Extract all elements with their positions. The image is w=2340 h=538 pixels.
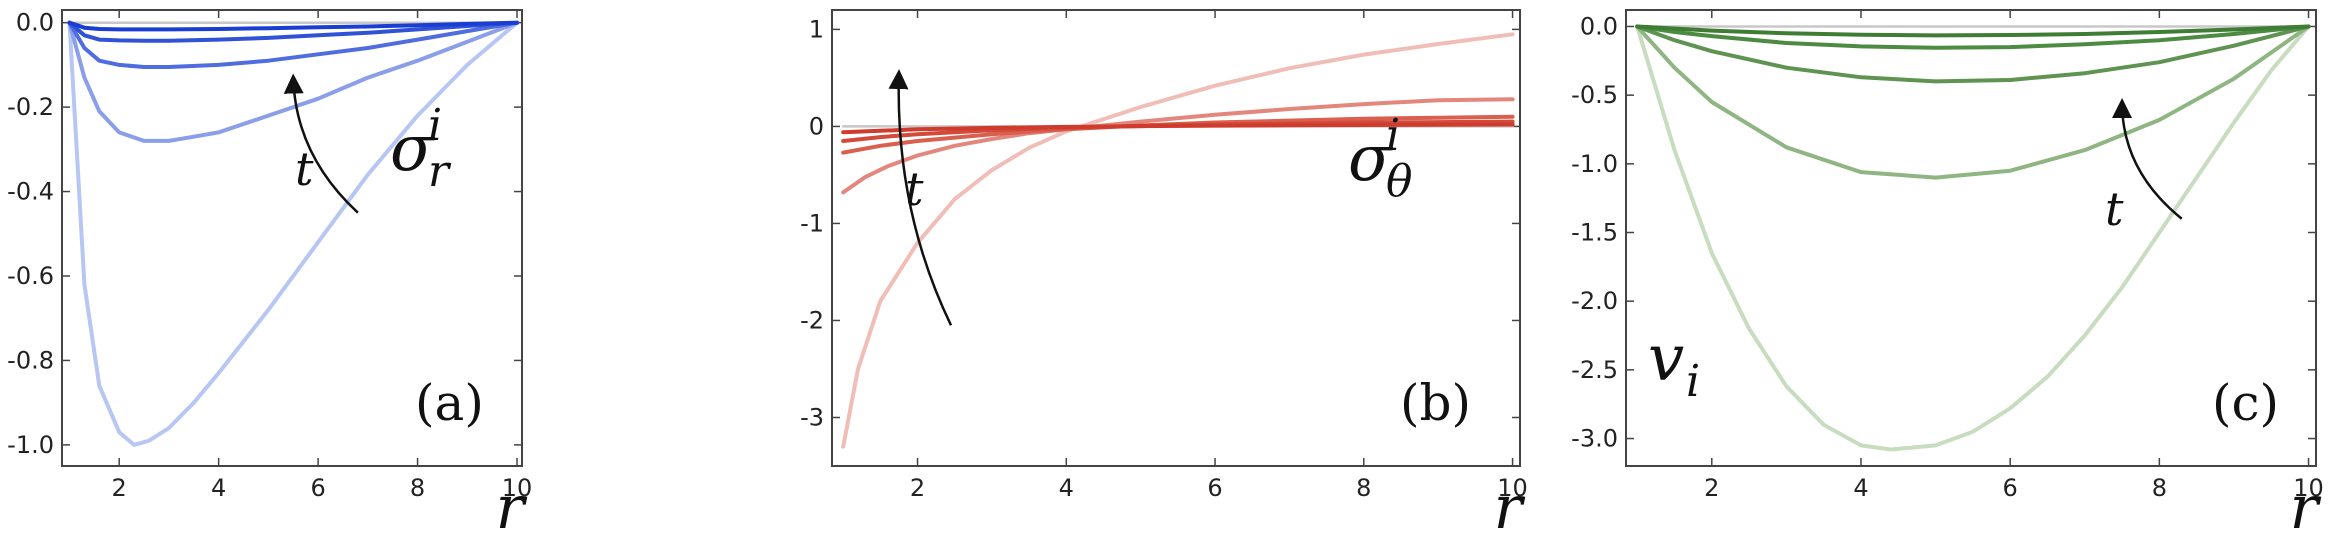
arrow-label-t: t bbox=[2105, 182, 2124, 236]
series-line-1 bbox=[1635, 24, 2311, 452]
panel-label: (c) bbox=[2212, 374, 2279, 432]
x-tick-label: 10 bbox=[2293, 474, 2324, 502]
series-line-5 bbox=[1635, 24, 2311, 38]
x-tick-label: 10 bbox=[502, 474, 533, 502]
x-tick-label: 2 bbox=[910, 474, 925, 502]
y-tick-label: 0.0 bbox=[16, 9, 54, 37]
y-tick-label: -1.0 bbox=[1571, 150, 1618, 178]
series-line-2 bbox=[1635, 24, 2311, 180]
chart-panel-3: 0.0 -0.5 -1.0 -1.5 -2.0 -2.5 -3.0 2 4 6 8 10 t v i (c)r bbox=[1571, 9, 2324, 538]
series-symbol: σ bbox=[1348, 122, 1394, 196]
series-line-2 bbox=[67, 20, 519, 143]
series-line-1 bbox=[67, 20, 519, 447]
plot-frame bbox=[831, 9, 1521, 467]
y-tick-label: -1 bbox=[800, 209, 824, 237]
x-tick-label: 4 bbox=[1059, 474, 1074, 502]
y-tick-label: -0.8 bbox=[7, 346, 54, 374]
x-tick-label: 8 bbox=[410, 474, 425, 502]
series-line-4 bbox=[1635, 24, 2311, 50]
series-line-5 bbox=[841, 122, 1515, 135]
chart-panel-2: 10-1-2-32 4 6 8 10t σiθ(b)r bbox=[800, 9, 1528, 538]
series-line-3 bbox=[1635, 24, 2311, 84]
panel-label: (a) bbox=[415, 374, 484, 432]
y-tick-label: -0.2 bbox=[7, 93, 54, 121]
x-axis-label: r bbox=[1494, 473, 1526, 538]
series-symbol-sup: i bbox=[428, 100, 442, 151]
x-tick-label: 4 bbox=[211, 474, 226, 502]
y-tick-label: -3.0 bbox=[1571, 425, 1618, 453]
y-tick-label: -2.0 bbox=[1571, 287, 1618, 315]
y-tick-label: 0.0 bbox=[1580, 12, 1618, 40]
series-symbol-sub: i bbox=[1686, 356, 1700, 407]
x-tick-label: 6 bbox=[310, 474, 325, 502]
series-symbol-sup: i bbox=[1386, 110, 1400, 161]
x-axis-label: r bbox=[496, 473, 528, 538]
y-tick-label: -2.5 bbox=[1571, 356, 1618, 384]
y-tick-label: 0 bbox=[809, 112, 824, 140]
x-tick-label: 4 bbox=[1853, 474, 1868, 502]
plot-frame bbox=[61, 9, 523, 467]
y-tick-label: -2 bbox=[800, 306, 824, 334]
y-tick-label: -0.5 bbox=[1571, 81, 1618, 109]
time-arrow bbox=[2112, 98, 2183, 220]
time-arrow bbox=[888, 69, 953, 326]
y-tick-label: 1 bbox=[809, 15, 824, 43]
y-tick-label: -1.0 bbox=[7, 431, 54, 459]
panel-label: (b) bbox=[1400, 374, 1471, 432]
x-tick-label: 2 bbox=[1704, 474, 1719, 502]
y-tick-label: -0.6 bbox=[7, 262, 54, 290]
y-tick-label: -1.5 bbox=[1571, 219, 1618, 247]
plot-frame bbox=[1625, 9, 2317, 467]
arrow-label-t: t bbox=[295, 142, 314, 196]
x-tick-label: 8 bbox=[1356, 474, 1371, 502]
y-tick-label: -0.4 bbox=[7, 178, 54, 206]
chart-panel-1: 0.0-0.2-0.4-0.6-0.8-1.02 4 6 8 10t σir(a)r bbox=[7, 9, 532, 538]
x-tick-label: 6 bbox=[2003, 474, 2018, 502]
series-line-1 bbox=[841, 32, 1515, 449]
series-line-5 bbox=[67, 20, 519, 32]
arrow-label-t: t bbox=[905, 162, 924, 216]
x-tick-label: 2 bbox=[112, 474, 127, 502]
series-line-4 bbox=[67, 20, 519, 43]
y-tick-label: -3 bbox=[800, 403, 824, 431]
x-tick-label: 10 bbox=[1497, 474, 1528, 502]
series-symbol-sub: θ bbox=[1386, 156, 1413, 207]
x-tick-label: 8 bbox=[2152, 474, 2167, 502]
time-arrow bbox=[283, 73, 359, 214]
series-line-3 bbox=[67, 20, 519, 69]
x-axis-label: r bbox=[2290, 473, 2322, 538]
series-symbol: σ bbox=[390, 112, 436, 186]
series-symbol-sub: r bbox=[428, 146, 452, 197]
series-symbol: v bbox=[1648, 322, 1684, 396]
x-tick-label: 6 bbox=[1207, 474, 1222, 502]
